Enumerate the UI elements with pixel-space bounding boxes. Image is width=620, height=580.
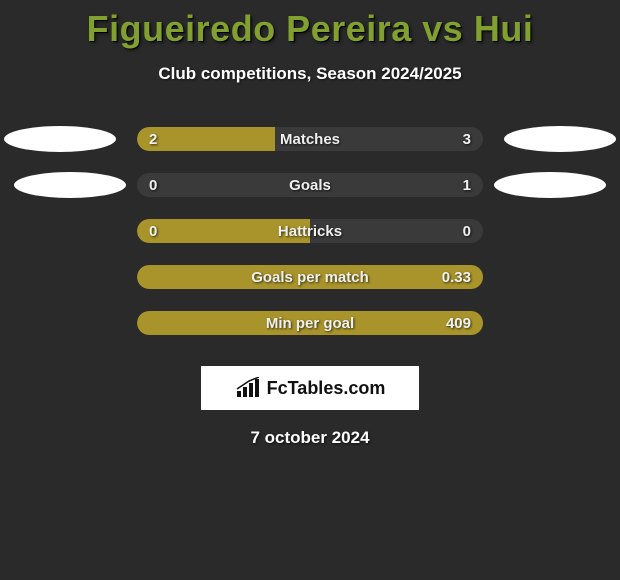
logo-text: FcTables.com	[267, 378, 386, 399]
date-label: 7 october 2024	[0, 428, 620, 448]
stat-value-right: 0	[463, 219, 471, 243]
bar-fill-left	[137, 311, 483, 335]
comparison-infographic: Figueiredo Pereira vs Hui Club competiti…	[0, 0, 620, 448]
stats-area: 2 3 Matches 0 1 Goals 0 0 Hattricks	[0, 116, 620, 346]
page-title: Figueiredo Pereira vs Hui	[0, 8, 620, 50]
stat-value-right: 3	[463, 127, 471, 151]
stat-row: 409 Min per goal	[0, 300, 620, 346]
stat-row: 0.33 Goals per match	[0, 254, 620, 300]
bar-fill-left	[137, 265, 483, 289]
stat-row: 2 3 Matches	[0, 116, 620, 162]
stat-row: 0 0 Hattricks	[0, 208, 620, 254]
stat-label: Goals	[137, 173, 483, 197]
stat-bar: 2 3 Matches	[137, 127, 483, 151]
stat-bar: 409 Min per goal	[137, 311, 483, 335]
stat-row: 0 1 Goals	[0, 162, 620, 208]
subtitle: Club competitions, Season 2024/2025	[0, 64, 620, 84]
stat-bar: 0 0 Hattricks	[137, 219, 483, 243]
stat-bar: 0 1 Goals	[137, 173, 483, 197]
bar-fill-left	[137, 127, 275, 151]
stat-bar: 0.33 Goals per match	[137, 265, 483, 289]
fctables-logo: FcTables.com	[201, 366, 419, 410]
bar-fill-left	[137, 219, 310, 243]
stat-value-left: 0	[149, 173, 157, 197]
stat-value-right: 1	[463, 173, 471, 197]
bar-chart-icon	[235, 377, 261, 399]
